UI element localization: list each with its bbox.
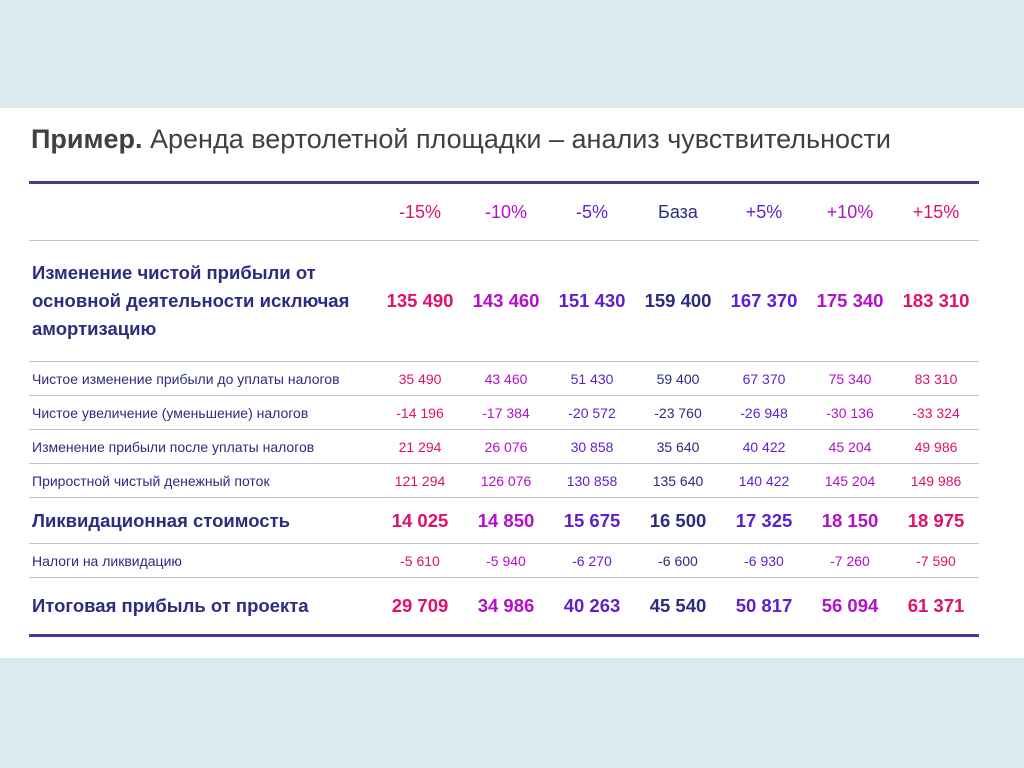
row-label: Изменение чистой прибыли от основной дея… xyxy=(29,240,377,362)
sensitivity-table: -15% -10% -5% База +5% +10% +15% Изменен… xyxy=(29,181,979,637)
value-cell: -33 324 xyxy=(893,395,979,430)
value-cell: 149 986 xyxy=(893,463,979,498)
table-row: Изменение прибыли после уплаты налогов 2… xyxy=(29,429,979,464)
value-cell: -5 940 xyxy=(463,543,549,578)
value-cell: -17 384 xyxy=(463,395,549,430)
header-cell: База xyxy=(635,181,721,241)
value-cell: 35 490 xyxy=(377,361,463,396)
row-label: Ликвидационная стоимость xyxy=(29,497,377,544)
value-cell: 183 310 xyxy=(893,240,979,362)
value-cell: -14 196 xyxy=(377,395,463,430)
header-cell: -5% xyxy=(549,181,635,241)
value-cell: 45 540 xyxy=(635,577,721,637)
value-cell: 35 640 xyxy=(635,429,721,464)
header-cell: -10% xyxy=(463,181,549,241)
slide-title: Пример. Аренда вертолетной площадки – ан… xyxy=(31,124,891,155)
header-cell: -15% xyxy=(377,181,463,241)
table-header-row: -15% -10% -5% База +5% +10% +15% xyxy=(29,181,979,241)
value-cell: -20 572 xyxy=(549,395,635,430)
table-row-total: Итоговая прибыль от проекта 29 709 34 98… xyxy=(29,577,979,637)
value-cell: 151 430 xyxy=(549,240,635,362)
value-cell: 18 150 xyxy=(807,497,893,544)
slide-title-text: Аренда вертолетной площадки – анализ чув… xyxy=(150,124,891,154)
value-cell: 126 076 xyxy=(463,463,549,498)
value-cell: 17 325 xyxy=(721,497,807,544)
value-cell: 143 460 xyxy=(463,240,549,362)
value-cell: 30 858 xyxy=(549,429,635,464)
value-cell: 75 340 xyxy=(807,361,893,396)
row-label: Приростной чистый денежный поток xyxy=(29,463,377,498)
value-cell: 145 204 xyxy=(807,463,893,498)
value-cell: 43 460 xyxy=(463,361,549,396)
header-cell: +15% xyxy=(893,181,979,241)
value-cell: 49 986 xyxy=(893,429,979,464)
value-cell: 130 858 xyxy=(549,463,635,498)
value-cell: 40 263 xyxy=(549,577,635,637)
value-cell: 29 709 xyxy=(377,577,463,637)
value-cell: 14 850 xyxy=(463,497,549,544)
value-cell: 15 675 xyxy=(549,497,635,544)
slide-title-lead: Пример. xyxy=(31,124,143,154)
header-cell: +10% xyxy=(807,181,893,241)
value-cell: 18 975 xyxy=(893,497,979,544)
value-cell: 61 371 xyxy=(893,577,979,637)
value-cell: 40 422 xyxy=(721,429,807,464)
value-cell: 121 294 xyxy=(377,463,463,498)
table-row: Чистое увеличение (уменьшение) налогов -… xyxy=(29,395,979,430)
value-cell: -6 270 xyxy=(549,543,635,578)
value-cell: 59 400 xyxy=(635,361,721,396)
value-cell: -6 600 xyxy=(635,543,721,578)
value-cell: 159 400 xyxy=(635,240,721,362)
value-cell: 167 370 xyxy=(721,240,807,362)
value-cell: 26 076 xyxy=(463,429,549,464)
value-cell: 14 025 xyxy=(377,497,463,544)
top-band xyxy=(0,0,1024,108)
row-label: Изменение прибыли после уплаты налогов xyxy=(29,429,377,464)
row-label: Чистое изменение прибыли до уплаты налог… xyxy=(29,361,377,396)
row-label: Чистое увеличение (уменьшение) налогов xyxy=(29,395,377,430)
value-cell: -26 948 xyxy=(721,395,807,430)
value-cell: -30 136 xyxy=(807,395,893,430)
row-label: Налоги на ликвидацию xyxy=(29,543,377,578)
table-row: Ликвидационная стоимость 14 025 14 850 1… xyxy=(29,497,979,544)
bottom-band xyxy=(0,658,1024,768)
value-cell: 175 340 xyxy=(807,240,893,362)
value-cell: 34 986 xyxy=(463,577,549,637)
value-cell: 50 817 xyxy=(721,577,807,637)
value-cell: 45 204 xyxy=(807,429,893,464)
value-cell: 16 500 xyxy=(635,497,721,544)
value-cell: -23 760 xyxy=(635,395,721,430)
table-row: Чистое изменение прибыли до уплаты налог… xyxy=(29,361,979,396)
value-cell: 135 490 xyxy=(377,240,463,362)
table-row: Изменение чистой прибыли от основной дея… xyxy=(29,240,979,362)
value-cell: 67 370 xyxy=(721,361,807,396)
value-cell: -7 590 xyxy=(893,543,979,578)
table-row: Налоги на ликвидацию -5 610 -5 940 -6 27… xyxy=(29,543,979,578)
value-cell: 51 430 xyxy=(549,361,635,396)
value-cell: 140 422 xyxy=(721,463,807,498)
value-cell: -6 930 xyxy=(721,543,807,578)
value-cell: 21 294 xyxy=(377,429,463,464)
value-cell: 83 310 xyxy=(893,361,979,396)
value-cell: 56 094 xyxy=(807,577,893,637)
header-cell: +5% xyxy=(721,181,807,241)
value-cell: 135 640 xyxy=(635,463,721,498)
value-cell: -7 260 xyxy=(807,543,893,578)
value-cell: -5 610 xyxy=(377,543,463,578)
row-label: Итоговая прибыль от проекта xyxy=(29,577,377,637)
table-row: Приростной чистый денежный поток 121 294… xyxy=(29,463,979,498)
header-corner-cell xyxy=(29,181,377,241)
